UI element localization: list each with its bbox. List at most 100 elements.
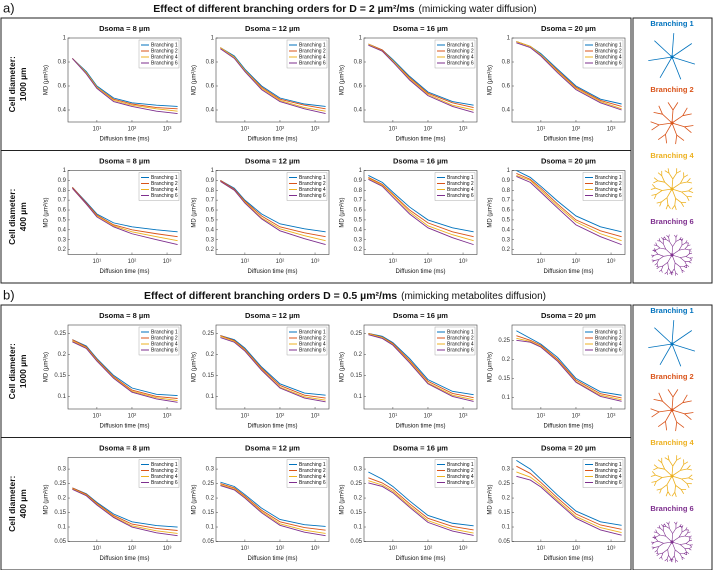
row-label: Cell diameter:400 µm	[7, 188, 28, 244]
legend-label: Branching 6	[151, 480, 178, 486]
series-line	[516, 337, 622, 401]
series-line	[368, 175, 474, 233]
panel-title-note: (mimicking metabolites diffusion)	[401, 291, 546, 302]
neuron-icon	[648, 33, 696, 80]
neuron-icon	[650, 389, 694, 432]
y-tick-label: 0.1	[502, 395, 511, 401]
row-label-line: 400 µm	[18, 489, 28, 518]
x-tick-label: 10³	[163, 414, 172, 420]
y-axis-label: MD (µm²/s)	[192, 65, 198, 95]
series-line	[72, 487, 178, 528]
y-tick-label: 0.25	[498, 481, 510, 487]
chart-title: Dsoma = 8 µm	[99, 443, 150, 452]
x-axis-label: Diffusion time (ms)	[100, 137, 150, 143]
x-tick-label: 10²	[128, 546, 137, 552]
x-tick-label: 10³	[163, 259, 172, 265]
legend-label: Branching 2	[595, 48, 622, 54]
legend-label: Branching 1	[299, 175, 326, 181]
chart-title: Dsoma = 20 µm	[541, 311, 596, 320]
legend-label: Branching 6	[595, 193, 622, 199]
legend-label: Branching 6	[299, 193, 326, 199]
legend-label: Branching 4	[151, 341, 178, 347]
y-tick-label: 0.6	[354, 84, 363, 90]
legend-label: Branching 4	[299, 187, 326, 193]
y-tick-label: 0.2	[354, 496, 363, 502]
y-tick-label: 0.15	[202, 510, 214, 516]
x-tick-label: 10³	[459, 546, 468, 552]
y-tick-label: 0.15	[202, 373, 214, 379]
y-tick-label: 0.8	[58, 188, 67, 194]
legend-label: Branching 1	[595, 462, 622, 468]
legend-label: Branching 6	[151, 347, 178, 353]
x-tick-label: 10¹	[93, 414, 102, 420]
legend-label: Branching 6	[447, 193, 474, 199]
x-tick-label: 10¹	[93, 127, 102, 133]
y-tick-label: 0.2	[58, 496, 67, 502]
x-tick-label: 10¹	[389, 414, 398, 420]
y-tick-label: 0.8	[206, 60, 215, 66]
y-tick-label: 0.7	[58, 198, 67, 204]
row-label: Cell diameter:400 µm	[7, 475, 28, 531]
legend-label: Branching 2	[447, 468, 474, 474]
y-tick-label: 0.05	[54, 539, 66, 545]
series-line	[72, 488, 178, 537]
series-line	[72, 186, 178, 233]
series-line	[368, 177, 474, 238]
neuron-soma	[670, 342, 674, 346]
x-tick-label: 10³	[163, 546, 172, 552]
x-tick-label: 10²	[276, 414, 285, 420]
x-tick-label: 10¹	[93, 546, 102, 552]
y-tick-label: 0.2	[206, 496, 215, 502]
icon-label: Branching 1	[650, 306, 693, 315]
series-line	[516, 173, 622, 238]
x-tick-label: 10²	[424, 259, 433, 265]
legend-label: Branching 1	[447, 462, 474, 468]
chart-title: Dsoma = 8 µm	[99, 24, 150, 33]
y-tick-label: 0.1	[354, 394, 363, 400]
legend-label: Branching 6	[595, 347, 622, 353]
panel-title-main: Effect of different branching orders D =…	[144, 290, 397, 302]
y-tick-label: 1	[63, 168, 67, 174]
y-tick-label: 0.1	[206, 525, 215, 531]
series-line	[72, 58, 178, 112]
series-line	[516, 42, 622, 111]
y-tick-label: 0.9	[354, 178, 363, 184]
series-line	[72, 187, 178, 246]
x-tick-label: 10¹	[241, 259, 250, 265]
x-tick-label: 10²	[572, 259, 581, 265]
y-tick-label: 0.8	[354, 60, 363, 66]
y-tick-label: 1	[359, 168, 363, 174]
x-tick-label: 10¹	[241, 127, 250, 133]
y-tick-label: 0.4	[206, 108, 215, 114]
x-tick-label: 10¹	[389, 259, 398, 265]
y-axis-label: MD (µm²/s)	[44, 197, 50, 227]
row-label: Cell diameter:1000 µm	[7, 56, 28, 112]
series-line	[368, 333, 474, 401]
icon-label: Branching 1	[650, 19, 693, 28]
x-tick-label: 10³	[459, 259, 468, 265]
icon-box	[632, 17, 713, 284]
icon-box	[632, 304, 713, 570]
legend-label: Branching 2	[151, 181, 178, 187]
plot-area	[215, 457, 330, 542]
y-tick-label: 0.15	[54, 373, 66, 379]
y-tick-label: 0.5	[58, 217, 67, 223]
panel-label: b)	[3, 287, 15, 302]
y-tick-label: 0.15	[350, 510, 362, 516]
y-tick-label: 0.5	[206, 217, 215, 223]
icon-label: Branching 4	[650, 438, 694, 447]
row-label-line: 1000 µm	[18, 67, 28, 101]
y-axis-label: MD (µm²/s)	[44, 352, 50, 382]
y-tick-label: 0.6	[502, 208, 511, 214]
x-tick-label: 10³	[459, 127, 468, 133]
legend-label: Branching 1	[151, 462, 178, 468]
y-tick-label: 0.2	[354, 247, 363, 253]
legend-label: Branching 2	[595, 181, 622, 187]
y-axis-label: MD (µm²/s)	[192, 484, 198, 514]
y-tick-label: 0.6	[502, 84, 511, 90]
x-tick-label: 10¹	[241, 546, 250, 552]
neuron-soma	[670, 55, 674, 59]
x-tick-label: 10³	[311, 546, 320, 552]
x-axis-label: Diffusion time (ms)	[248, 424, 298, 430]
y-tick-label: 0.25	[54, 481, 66, 487]
